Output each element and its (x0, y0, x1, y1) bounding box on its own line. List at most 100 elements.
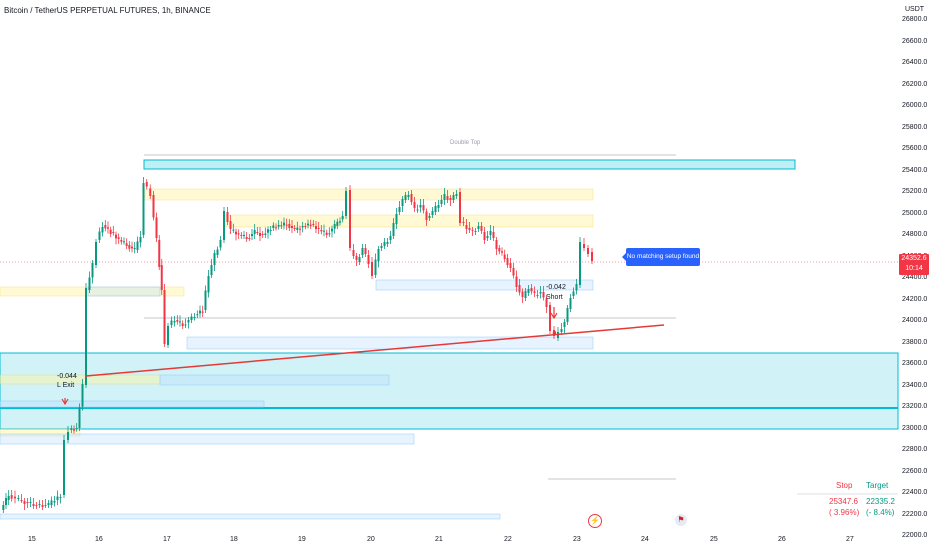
candle (501, 251, 503, 253)
candle (371, 262, 373, 276)
candle (377, 249, 380, 262)
candle (407, 195, 410, 197)
bar-countdown: 10:14 (905, 265, 923, 272)
price-tick: 24800.0 (902, 231, 928, 238)
symbol-title[interactable]: Bitcoin / TetherUS PERPETUAL FUTURES, 1h… (4, 6, 211, 15)
candle (145, 182, 148, 187)
candle (267, 229, 269, 233)
candle (120, 240, 123, 242)
stop-value: 25347.6 (829, 497, 858, 506)
candle (355, 256, 358, 260)
candle (107, 227, 109, 229)
lightning-event-icon[interactable]: ⚡ (588, 514, 602, 528)
candle (196, 314, 199, 316)
candle (480, 226, 483, 231)
candle (193, 317, 196, 318)
candle (235, 231, 237, 235)
candle (521, 291, 524, 297)
short-arrow-icon (550, 307, 558, 320)
candle (455, 194, 458, 196)
candle (489, 231, 492, 235)
blue-level-box (375, 279, 594, 291)
candle (67, 432, 69, 440)
candle (123, 241, 125, 243)
candle (78, 407, 81, 428)
demand-zone (0, 352, 899, 430)
candle (323, 230, 325, 232)
candle (307, 223, 309, 226)
candle (498, 248, 501, 252)
blue-level-box (186, 336, 594, 350)
candle (139, 237, 142, 243)
candle (38, 504, 41, 505)
candle (533, 291, 536, 293)
candle (527, 289, 530, 293)
candle (503, 254, 506, 259)
candle (70, 428, 73, 430)
trend-line (85, 324, 665, 377)
candle (181, 323, 184, 326)
candle (275, 227, 277, 229)
candle (176, 320, 179, 322)
candle (201, 311, 204, 313)
candle (333, 224, 336, 229)
candle (483, 232, 486, 240)
candle (26, 502, 29, 503)
candle (325, 232, 328, 235)
candle (184, 324, 187, 326)
candle (288, 224, 291, 228)
candle (569, 298, 572, 309)
price-tick: 23000.0 (902, 424, 928, 432)
candle (468, 228, 471, 230)
candle (566, 308, 569, 322)
candle (232, 229, 235, 231)
time-tick: 20 (367, 536, 375, 543)
us-flag-event-icon[interactable]: ⚑ (675, 514, 687, 526)
candle (115, 234, 117, 239)
candle (10, 495, 13, 499)
candle (63, 440, 65, 495)
candle (104, 225, 107, 229)
candle (358, 257, 361, 262)
price-tick: 26200.0 (902, 80, 928, 88)
candle (223, 211, 225, 240)
candle (190, 316, 193, 320)
candle (512, 268, 515, 276)
overlay-layer (61, 307, 665, 406)
candle (207, 276, 210, 293)
candle (341, 216, 344, 220)
candle (269, 230, 272, 231)
candle (245, 237, 248, 239)
blue-level-box (159, 374, 390, 386)
candle (386, 242, 389, 244)
price-tick: 25400.0 (902, 166, 928, 174)
candle (152, 195, 155, 218)
candle (44, 505, 47, 506)
current-price-badge: 24352.6 10:14 (899, 254, 929, 275)
time-tick: 23 (573, 536, 581, 543)
target-pct: (- 8.4%) (866, 508, 895, 517)
yellow-level-box (0, 374, 161, 385)
candle (163, 290, 166, 344)
candle (530, 288, 533, 292)
candle (95, 242, 97, 265)
candle (486, 236, 489, 238)
zones-layer (0, 154, 899, 520)
candle (179, 321, 181, 323)
candle (404, 195, 407, 200)
candle (591, 252, 593, 261)
candle (216, 249, 219, 255)
candle (226, 212, 229, 222)
candle (131, 246, 133, 249)
candle (304, 226, 307, 227)
candle (85, 288, 87, 385)
candle (117, 237, 120, 239)
candle (398, 207, 401, 212)
candle (277, 225, 280, 227)
candle (56, 496, 59, 500)
price-tick: 22000.0 (902, 532, 928, 539)
time-tick: 21 (435, 536, 443, 543)
candle (136, 241, 139, 250)
stop-pct: ( 3.96%) (829, 508, 860, 517)
